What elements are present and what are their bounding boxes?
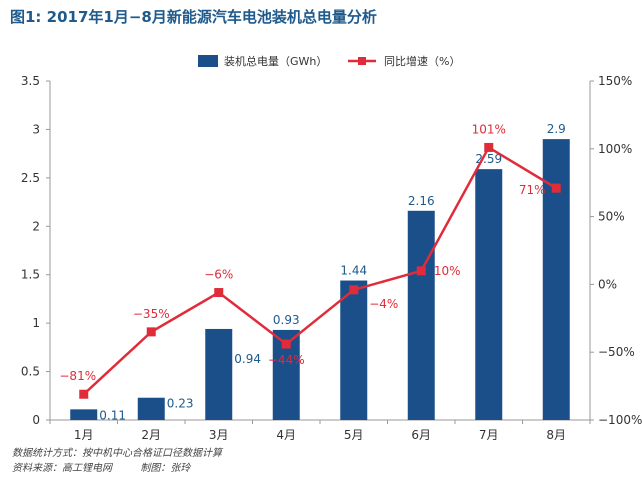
x-tick-label: 5月: [344, 428, 364, 442]
chart-notes: 数据统计方式：按中机中心合格证口径数据计算 资料来源：高工锂电网 制图：张玲: [12, 446, 222, 476]
note-source: 资料来源：高工锂电网: [12, 463, 112, 474]
x-tick-label: 1月: [74, 428, 94, 442]
y-left-tick-label: 3.5: [21, 74, 40, 88]
line-value-label: −44%: [268, 353, 305, 367]
bar-value-label: 0.11: [99, 408, 126, 422]
line-marker: [79, 389, 89, 399]
y-left-tick-label: 3: [32, 122, 40, 136]
line-marker: [551, 183, 561, 193]
line-marker: [416, 266, 426, 276]
note-author: 制图：张玲: [140, 463, 191, 474]
note-method: 数据统计方式：按中机中心合格证口径数据计算: [12, 448, 222, 459]
x-tick-label: 7月: [479, 428, 499, 442]
y-left-tick-label: 1: [32, 316, 40, 330]
line-value-label: 101%: [472, 122, 506, 136]
y-right-tick-label: 100%: [598, 142, 632, 156]
y-left-tick-label: 1.5: [21, 268, 40, 282]
x-tick-label: 3月: [209, 428, 229, 442]
bar-value-label: 0.93: [273, 313, 300, 327]
bar: [340, 280, 368, 420]
x-tick-label: 2月: [141, 428, 161, 442]
note-source-line: 资料来源：高工锂电网 制图：张玲: [12, 461, 222, 476]
line-marker: [281, 339, 291, 349]
bar-value-label: 0.94: [234, 352, 261, 366]
bar-value-label: 2.59: [475, 152, 502, 166]
y-right-tick-label: 50%: [598, 210, 625, 224]
y-left-tick-label: 0.5: [21, 365, 40, 379]
x-tick-label: 6月: [411, 428, 431, 442]
x-tick-label: 4月: [276, 428, 296, 442]
bar: [475, 169, 503, 420]
legend-bar-swatch: [198, 55, 218, 67]
line-value-label: −4%: [369, 297, 398, 311]
y-left-tick-label: 0: [32, 413, 40, 427]
legend-line-marker: [358, 57, 366, 65]
y-left-tick-label: 2: [32, 219, 40, 233]
bar: [70, 409, 98, 420]
chart-title: 图1: 2017年1月−8月新能源汽车电池装机总电量分析: [10, 8, 377, 26]
y-right-tick-label: 150%: [598, 74, 632, 88]
bar: [205, 328, 233, 420]
bar-value-label: 2.9: [547, 122, 566, 136]
y-right-tick-label: −50%: [598, 345, 635, 359]
bar-value-label: 2.16: [408, 194, 435, 208]
legend-line-label: 同比增速（%）: [384, 54, 460, 68]
bar: [407, 210, 435, 420]
line-value-label: −35%: [133, 307, 170, 321]
growth-line: [82, 145, 557, 396]
bar-value-label: 0.23: [167, 397, 194, 411]
y-left-tick-label: 2.5: [21, 171, 40, 185]
line-value-label: 10%: [434, 264, 461, 278]
line-value-label: 71%: [519, 183, 546, 197]
y-right-tick-label: −100%: [598, 413, 642, 427]
x-tick-label: 8月: [546, 428, 566, 442]
line-marker: [349, 285, 359, 295]
line-marker: [146, 327, 156, 337]
line-value-label: −6%: [204, 268, 233, 282]
line-value-label: −81%: [59, 369, 96, 383]
y-right-tick-label: 0%: [598, 277, 617, 291]
line-marker: [484, 142, 494, 152]
bar: [137, 397, 165, 420]
bar-value-label: 1.44: [340, 264, 367, 278]
line-marker: [214, 288, 224, 298]
legend-bar-label: 装机总电量（GWh）: [224, 54, 327, 68]
